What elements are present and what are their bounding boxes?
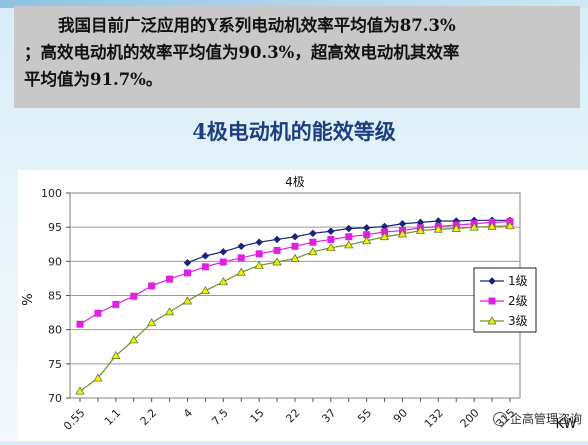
- x-tick-label: 1.1: [102, 406, 124, 428]
- summary-textbox: 我国目前广泛应用的Y系列电动机效率平均值为87.3% ；高效电动机的效率平均值为…: [14, 6, 580, 108]
- data-point-1: [183, 258, 192, 267]
- legend-label-2: 2级: [508, 294, 528, 308]
- data-point-3: [129, 335, 139, 344]
- data-point-3: [326, 242, 336, 252]
- data-point-2: [255, 250, 263, 258]
- efficiency-chart: 70 75 80 85 90 95 100 0.55 1.1 2.2 4 7.5 15 22 37 55 90 1…: [21, 175, 577, 433]
- data-point-1: [219, 247, 228, 256]
- data-point-1: [291, 232, 299, 241]
- chat-bubble-icon: [492, 411, 507, 426]
- data-point-1: [237, 242, 246, 251]
- data-point-2: [201, 263, 209, 271]
- legend-marker-3: [487, 316, 497, 325]
- data-point-3: [487, 221, 497, 230]
- x-tick-label: 90: [391, 406, 410, 425]
- data-point-1: [344, 224, 353, 233]
- slide-subtitle: 4极电动机的能效等级: [192, 119, 396, 144]
- data-point-2: [291, 242, 299, 250]
- data-point-2: [148, 282, 156, 290]
- legend-label-3: 3级: [508, 314, 528, 328]
- data-point-2: [345, 233, 353, 241]
- data-point-1: [255, 238, 264, 247]
- data-point-2: [112, 300, 120, 308]
- y-tick-label: 80: [48, 324, 62, 337]
- summary-line-2: ；高效电动机的效率平均值为90.3%，超高效电动机其效率: [24, 43, 460, 62]
- data-point-3: [164, 307, 175, 316]
- summary-line-3: 平均值为91.7%。: [24, 70, 163, 89]
- data-point-1: [309, 229, 317, 238]
- data-point-3: [433, 224, 443, 233]
- x-tick-label: 15: [248, 406, 267, 425]
- data-point-1: [201, 252, 210, 260]
- data-point-2: [327, 235, 335, 243]
- data-point-3: [200, 286, 211, 295]
- data-point-2: [309, 238, 317, 246]
- data-point-3: [218, 277, 228, 286]
- data-point-2: [94, 309, 102, 317]
- data-point-3: [379, 232, 390, 241]
- data-point-3: [344, 240, 354, 249]
- data-point-3: [272, 257, 282, 266]
- data-point-2: [76, 320, 84, 328]
- legend-label-1: 1级: [508, 274, 528, 288]
- data-point-2: [273, 246, 281, 254]
- chart-container: 70 75 80 85 90 95 100 0.55 1.1 2.2 4 7.5 15 22 37 55 90 1…: [18, 170, 588, 441]
- data-point-3: [182, 296, 193, 305]
- watermark-text: 企高管理咨询: [509, 412, 582, 426]
- data-point-3: [93, 373, 103, 382]
- data-point-3: [147, 318, 157, 327]
- data-point-1: [326, 227, 335, 236]
- legend-marker-2: [488, 297, 496, 305]
- data-point-1: [273, 235, 281, 244]
- data-point-2: [219, 258, 227, 266]
- x-tick-label: 132: [422, 406, 446, 430]
- data-point-2: [130, 292, 138, 300]
- y-tick-label: 100: [41, 187, 62, 200]
- y-tick-label: 75: [48, 358, 62, 371]
- chart-title: 4极: [285, 175, 305, 189]
- data-point-3: [415, 225, 426, 234]
- data-point-3: [308, 247, 318, 256]
- data-point-3: [505, 221, 515, 230]
- data-point-3: [469, 222, 479, 231]
- top-stripe: [0, 0, 588, 8]
- x-tick-label: 7.5: [209, 406, 231, 428]
- data-point-3: [451, 223, 461, 232]
- x-axis-label: KW: [556, 417, 577, 432]
- y-tick-label: 85: [48, 290, 62, 303]
- x-tick-label: 37: [319, 406, 338, 425]
- data-point-2: [237, 254, 245, 262]
- x-tick-label: 22: [283, 406, 302, 425]
- data-point-3: [111, 350, 121, 359]
- x-tick-label: 0.55: [61, 406, 88, 433]
- data-point-2: [184, 269, 191, 277]
- watermark: 企高管理咨询: [492, 410, 582, 427]
- data-point-3: [75, 386, 85, 395]
- data-point-3: [236, 267, 246, 276]
- data-point-3: [254, 260, 264, 269]
- data-point-3: [290, 253, 300, 262]
- y-tick-label: 70: [48, 392, 62, 405]
- y-tick-label: 90: [48, 255, 62, 268]
- data-point-2: [166, 275, 174, 283]
- y-axis-label: %: [21, 293, 36, 305]
- x-tick-label: 4: [181, 406, 195, 420]
- x-tick-label: 200: [458, 406, 482, 430]
- y-tick-label: 95: [48, 221, 62, 234]
- legend-marker-1: [488, 277, 496, 285]
- data-point-3: [397, 229, 408, 238]
- data-point-3: [362, 236, 372, 245]
- summary-line-1: 我国目前广泛应用的Y系列电动机效率平均值为87.3%: [58, 16, 456, 35]
- x-tick-label: 55: [355, 406, 374, 425]
- x-tick-label: 2.2: [138, 406, 160, 428]
